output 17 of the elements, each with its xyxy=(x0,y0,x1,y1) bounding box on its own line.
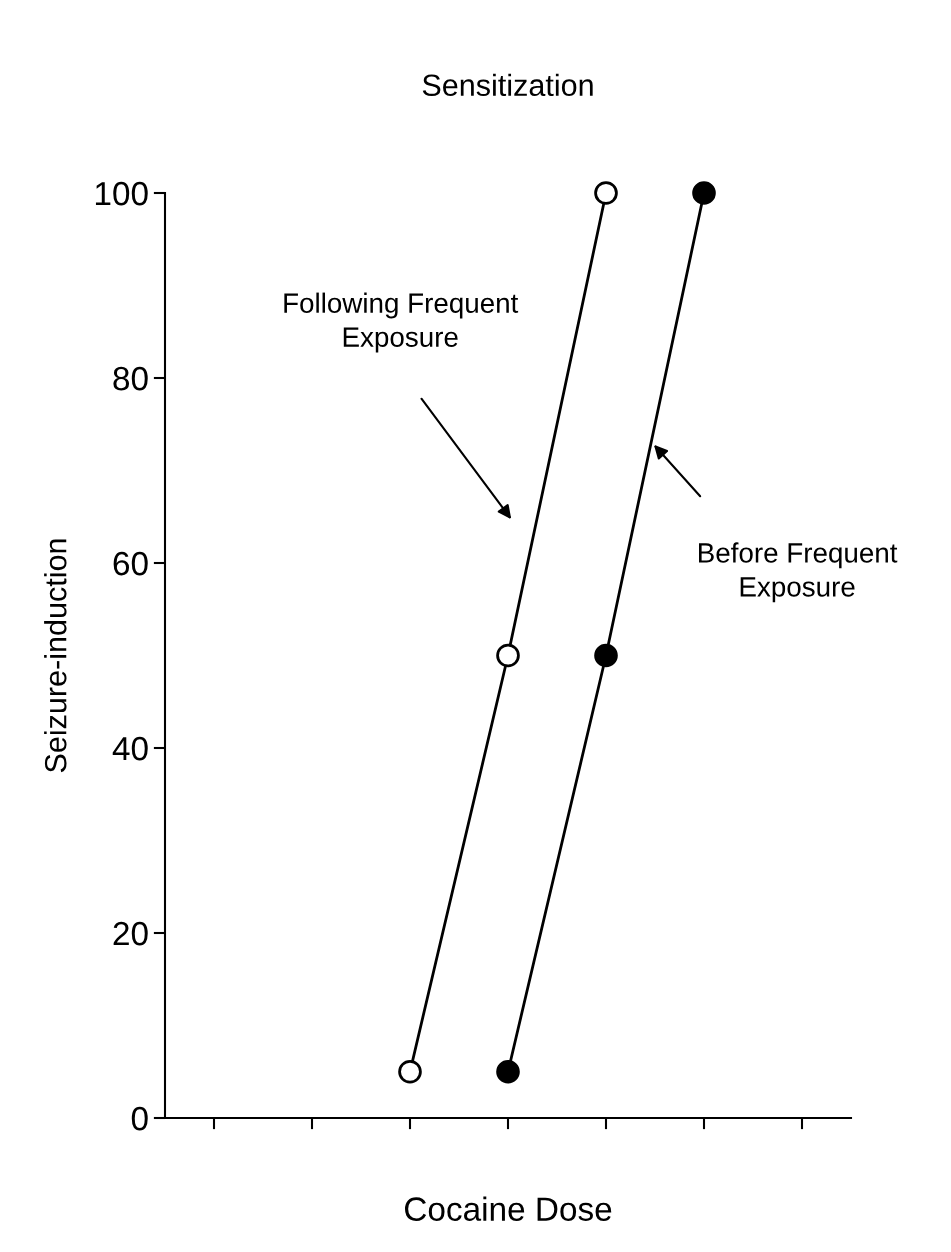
y-tick-label: 20 xyxy=(113,921,148,946)
point xyxy=(594,643,618,668)
chart-title: Sensitization xyxy=(422,73,593,97)
y-tick-label: 60 xyxy=(113,551,148,576)
point xyxy=(594,181,618,205)
point xyxy=(496,643,520,668)
y-tick-label: 100 xyxy=(95,181,148,206)
point xyxy=(496,1059,520,1084)
point xyxy=(692,181,716,205)
text: Before Frequent Exposure xyxy=(699,542,898,603)
series-label: Following Frequent Exposure xyxy=(284,292,519,353)
y-tick-label: 40 xyxy=(112,736,148,761)
x-axis-title: Cocaine Dose xyxy=(405,1196,612,1221)
y-tick-label: 80 xyxy=(113,366,148,391)
y-axis-title: Seizure-induction xyxy=(44,539,67,773)
y-tick-label: 0 xyxy=(131,1106,148,1131)
point xyxy=(398,1059,422,1084)
